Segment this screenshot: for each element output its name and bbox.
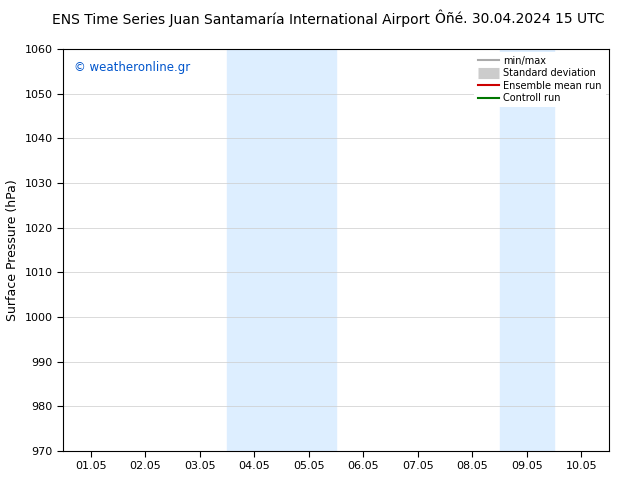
Bar [281,49,336,451]
Text: ENS Time Series Juan Santamaría International Airport: ENS Time Series Juan Santamaría Internat… [52,12,430,27]
Bar [500,49,554,451]
Legend: min/max, Standard deviation, Ensemble mean run, Controll run: min/max, Standard deviation, Ensemble me… [474,52,605,107]
Y-axis label: Surface Pressure (hPa): Surface Pressure (hPa) [6,179,19,321]
Text: © weatheronline.gr: © weatheronline.gr [74,61,191,74]
Bar [227,49,281,451]
Text: Ôñé. 30.04.2024 15 UTC: Ôñé. 30.04.2024 15 UTC [435,12,605,26]
